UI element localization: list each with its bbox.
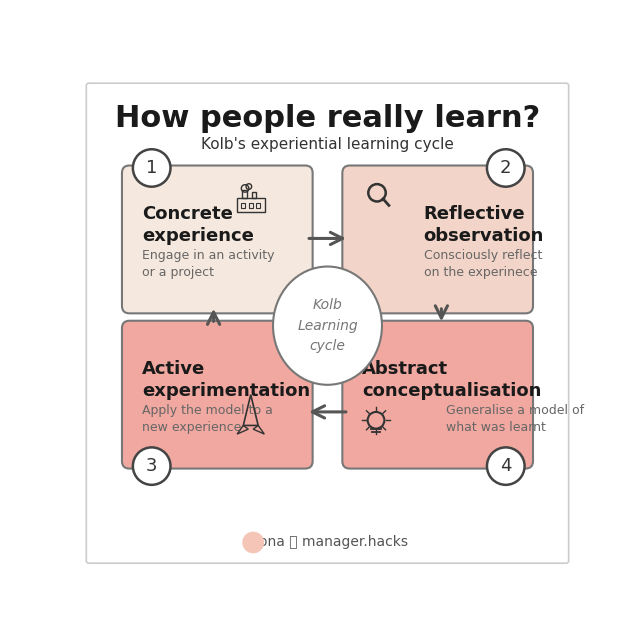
Text: 1: 1 <box>146 159 157 177</box>
Text: 2: 2 <box>500 159 511 177</box>
Text: Reflective
observation: Reflective observation <box>424 205 544 245</box>
FancyBboxPatch shape <box>122 166 312 314</box>
Text: Kolb's experiential learning cycle: Kolb's experiential learning cycle <box>201 138 454 152</box>
Ellipse shape <box>273 266 382 385</box>
FancyBboxPatch shape <box>343 321 533 468</box>
FancyBboxPatch shape <box>343 166 533 314</box>
FancyBboxPatch shape <box>86 83 569 563</box>
Text: Generalise a model of
what was learnt: Generalise a model of what was learnt <box>447 404 585 434</box>
Text: Abstract
conceptualisation: Abstract conceptualisation <box>362 360 541 401</box>
Text: Engage in an activity
or a project: Engage in an activity or a project <box>142 249 274 279</box>
Circle shape <box>242 532 264 554</box>
Text: Apply the model to a
new experience: Apply the model to a new experience <box>142 404 273 434</box>
Text: Consciously reflect
on the experinece: Consciously reflect on the experinece <box>424 249 542 279</box>
Circle shape <box>487 447 525 485</box>
Text: 3: 3 <box>146 457 157 475</box>
Text: Kolb
Learning
cycle: Kolb Learning cycle <box>297 298 358 353</box>
Text: Mona ⓘ manager.hacks: Mona ⓘ manager.hacks <box>247 536 408 550</box>
Circle shape <box>133 149 171 187</box>
Text: How people really learn?: How people really learn? <box>115 104 540 133</box>
Circle shape <box>487 149 525 187</box>
FancyBboxPatch shape <box>122 321 312 468</box>
Text: Active
experimentation: Active experimentation <box>142 360 310 401</box>
Text: Concrete
experience: Concrete experience <box>142 205 254 245</box>
Text: 4: 4 <box>500 457 511 475</box>
Circle shape <box>133 447 171 485</box>
